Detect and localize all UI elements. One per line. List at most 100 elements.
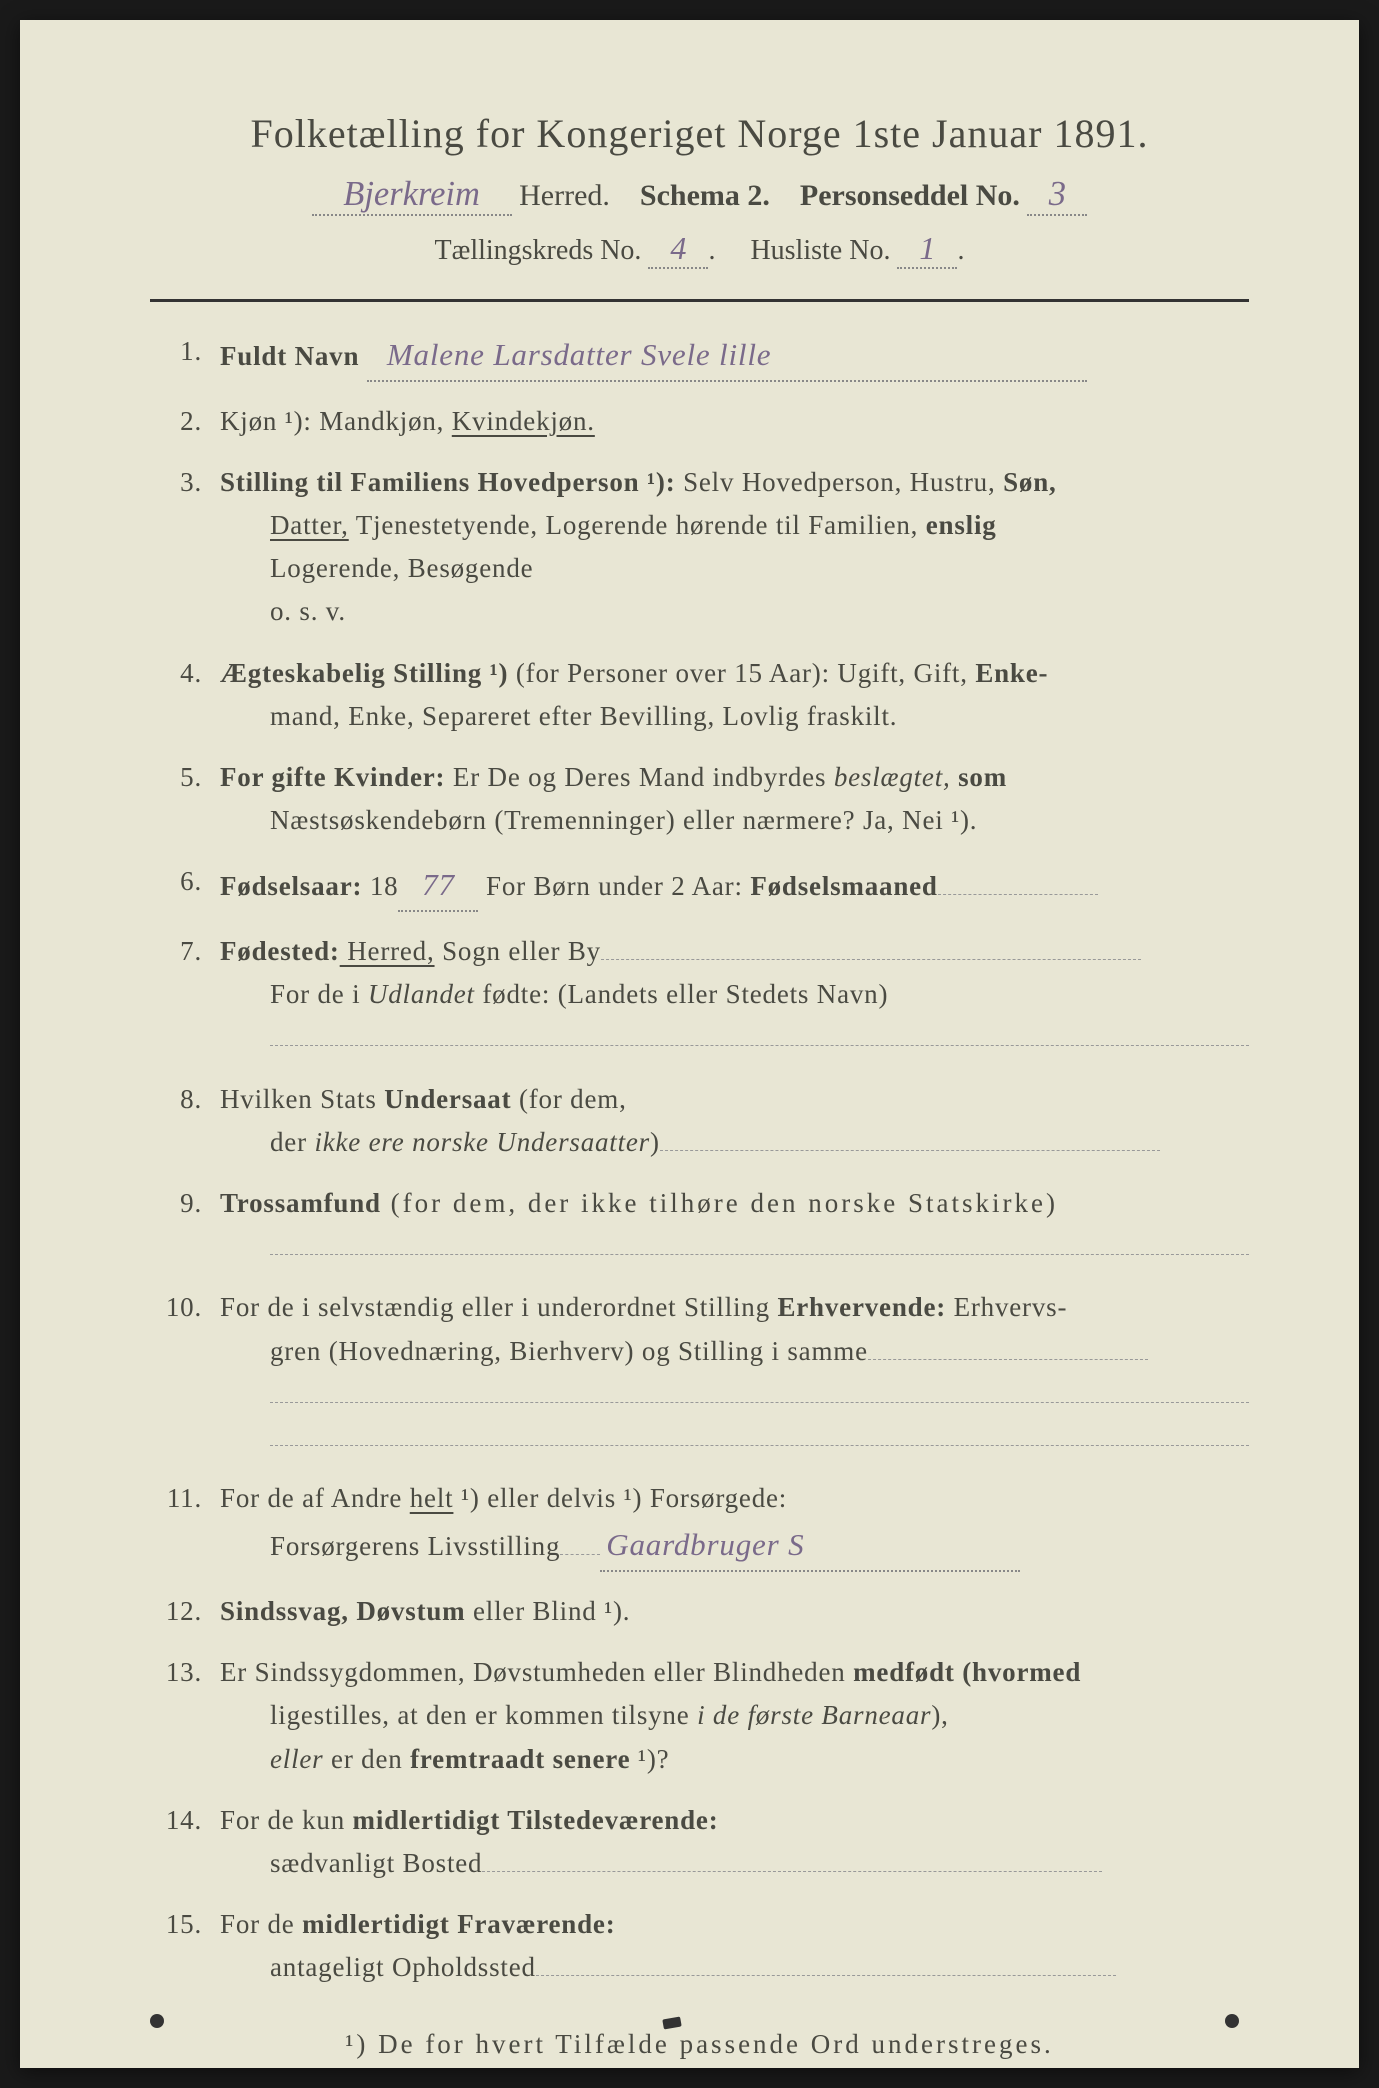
personseddel-label: Personseddel No.: [800, 179, 1020, 212]
item-4: 4. Ægteskabelig Stilling ¹) (for Persone…: [160, 652, 1249, 738]
q11-text-b: ¹) eller delvis ¹) Forsørgede:: [453, 1483, 787, 1513]
q6-year: 77: [398, 860, 478, 912]
item-7: 7. Fødested: Herred, Sogn eller By For d…: [160, 930, 1249, 1060]
q5-text-d: Næstsøskendebørn (Tremenninger) eller næ…: [220, 799, 1249, 842]
staple-icon: [662, 2017, 681, 2030]
num-12: 12.: [160, 1590, 220, 1633]
q14-text-c: sædvanligt Bosted: [270, 1848, 482, 1878]
q14-text-a: For de kun: [220, 1805, 353, 1835]
q1-label: Fuldt Navn: [220, 341, 359, 371]
q13-fremtraadt: fremtraadt senere: [410, 1744, 630, 1774]
q2-text: Kjøn ¹): Mandkjøn,: [220, 406, 452, 436]
kreds-no: 4: [648, 230, 708, 269]
questions-list: 1. Fuldt Navn Malene Larsdatter Svele li…: [150, 330, 1249, 1989]
q13-text-a: Er Sindssygdommen, Døvstumheden eller Bl…: [220, 1657, 853, 1687]
q7-text-b: Sogn eller By: [435, 936, 601, 966]
q13-medfodt: medfødt (hvormed: [853, 1657, 1081, 1687]
q7-blank1: [601, 933, 1141, 960]
q10-erhverv: Erhvervende:: [777, 1292, 946, 1322]
q7-udlandet: Udlandet: [368, 979, 475, 1009]
num-8: 8.: [160, 1078, 220, 1164]
q7-label: Fødested:: [220, 936, 340, 966]
q11-text-c: Forsørgerens Livsstilling: [270, 1531, 560, 1561]
q15-text-a: For de: [220, 1909, 302, 1939]
q3-enslig: enslig: [926, 510, 997, 540]
q6-text-c: For Børn under 2 Aar:: [478, 871, 750, 901]
num-2: 2.: [160, 400, 220, 443]
q8-text-e: ): [650, 1127, 660, 1157]
num-4: 4.: [160, 652, 220, 738]
num-14: 14.: [160, 1799, 220, 1885]
herred-label: Herred.: [519, 179, 610, 212]
item-11: 11. For de af Andre helt ¹) eller delvis…: [160, 1477, 1249, 1572]
q10-text-c: Erhvervs-: [946, 1292, 1067, 1322]
personseddel-no: 3: [1027, 175, 1087, 216]
num-11: 11.: [160, 1477, 220, 1572]
q14-blank: [482, 1845, 1102, 1872]
num-13: 13.: [160, 1651, 220, 1781]
hole-punch-icon: [1225, 2014, 1239, 2028]
q4-text-b: (for Personer over 15 Aar): Ugift, Gift,: [508, 658, 975, 688]
q12-text-b: eller Blind ¹).: [465, 1596, 630, 1626]
q13-text-d: ),: [931, 1700, 948, 1730]
q15-text-c: antageligt Opholdssted: [270, 1952, 536, 1982]
item-10: 10. For de i selvstændig eller i underor…: [160, 1286, 1249, 1459]
item-6: 6. Fødselsaar: 1877 For Børn under 2 Aar…: [160, 860, 1249, 912]
q7-herred: Herred,: [340, 936, 435, 966]
q11-value: Gaardbruger S: [600, 1520, 1020, 1572]
q9-label: Trossamfund: [220, 1188, 381, 1218]
q10-text-a: For de i selvstændig eller i underordnet…: [220, 1292, 777, 1322]
num-9: 9.: [160, 1182, 220, 1268]
item-8: 8. Hvilken Stats Undersaat (for dem, der…: [160, 1078, 1249, 1164]
q3-text-d: Logerende, Besøgende: [220, 547, 1249, 590]
q6-text-d: Fødselsmaaned: [750, 871, 937, 901]
q3-text-e: o. s. v.: [220, 590, 1249, 633]
q11-gap: [560, 1528, 600, 1555]
footnote: ¹) De for hvert Tilfælde passende Ord un…: [150, 2029, 1249, 2060]
q8-text-d: der: [270, 1127, 314, 1157]
q7-blank2: [270, 1019, 1249, 1046]
item-2: 2. Kjøn ¹): Mandkjøn, Kvindekjøn.: [160, 400, 1249, 443]
q8-blank: [660, 1124, 1160, 1151]
q7-text-d: fødte: (Landets eller Stedets Navn): [475, 979, 888, 1009]
q3-label: Stilling til Familiens Hovedperson ¹):: [220, 467, 676, 497]
q10-blank1: [868, 1333, 1148, 1360]
kreds-label: Tællingskreds No.: [435, 235, 642, 266]
q11-helt: helt: [410, 1483, 454, 1513]
q13-eller: eller: [270, 1744, 323, 1774]
num-15: 15.: [160, 1903, 220, 1989]
census-form-page: Folketælling for Kongeriget Norge 1ste J…: [20, 20, 1359, 2068]
husliste-no: 1: [897, 230, 957, 269]
q3-text-b: Selv Hovedperson, Hustru,: [676, 467, 1004, 497]
q10-blank2: [270, 1376, 1249, 1403]
q13-text-f: er den: [323, 1744, 410, 1774]
q3-text-c: Tjenestetyende, Logerende hørende til Fa…: [349, 510, 926, 540]
item-12: 12. Sindssvag, Døvstum eller Blind ¹).: [160, 1590, 1249, 1633]
q4-text-c: mand, Enke, Separeret efter Bevilling, L…: [220, 695, 1249, 738]
item-15: 15. For de midlertidigt Fraværende: anta…: [160, 1903, 1249, 1989]
header-line-2: Bjerkreim Herred. Schema 2. Personseddel…: [150, 175, 1249, 216]
num-7: 7.: [160, 930, 220, 1060]
q6-label: Fødselsaar:: [220, 871, 362, 901]
schema-label: Schema 2.: [640, 179, 770, 212]
hole-punch-icon: [150, 2014, 164, 2028]
item-1: 1. Fuldt Navn Malene Larsdatter Svele li…: [160, 330, 1249, 382]
q2-kvindekjon: Kvindekjøn.: [452, 406, 595, 436]
q14-label: midlertidigt Tilstedeværende:: [353, 1805, 719, 1835]
header-line-3: Tællingskreds No. 4. Husliste No. 1.: [150, 230, 1249, 269]
num-1: 1.: [160, 330, 220, 382]
q6-blank: [938, 868, 1098, 895]
q8-ikke: ikke ere norske Undersaatter: [314, 1127, 650, 1157]
q5-beslagtet: beslægtet,: [834, 762, 951, 792]
q10-text-d: gren (Hovednæring, Bierhverv) og Stillin…: [270, 1336, 868, 1366]
q11-text-a: For de af Andre: [220, 1483, 410, 1513]
q8-text-c: (for dem,: [511, 1084, 626, 1114]
q9-text-b: (for dem, der ikke tilhøre den norske St…: [381, 1188, 1058, 1218]
q13-barneaar: i de første Barneaar: [697, 1700, 931, 1730]
item-13: 13. Er Sindssygdommen, Døvstumheden elle…: [160, 1651, 1249, 1781]
q3-datter: Datter,: [270, 510, 349, 540]
num-5: 5.: [160, 756, 220, 842]
item-3: 3. Stilling til Familiens Hovedperson ¹)…: [160, 461, 1249, 634]
husliste-label: Husliste No.: [750, 235, 890, 266]
q5-label: For gifte Kvinder:: [220, 762, 445, 792]
